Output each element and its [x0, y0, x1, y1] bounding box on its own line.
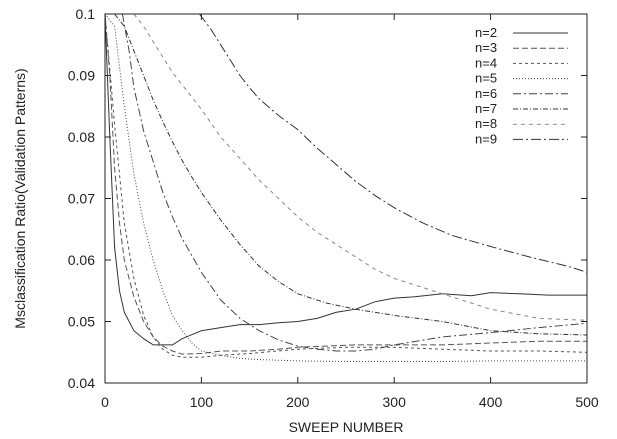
legend-label: n=8: [475, 116, 497, 131]
series-line-7: [133, 14, 587, 321]
legend-label: n=4: [475, 55, 497, 70]
legend-label: n=7: [475, 101, 497, 116]
x-tick-label: 200: [286, 394, 310, 410]
y-tick-label: 0.08: [68, 129, 95, 145]
series-line-5: [121, 14, 587, 352]
series-line-1: [105, 14, 587, 346]
plot-frame: [104, 13, 588, 384]
y-tick-label: 0.04: [68, 375, 95, 391]
legend-label: n=6: [475, 86, 497, 101]
series-line-8: [199, 14, 587, 273]
series-line-2: [105, 14, 587, 355]
y-tick-label: 0.06: [68, 252, 95, 268]
y-axis-title: Msclassification Ratio(Validation Patter…: [12, 68, 28, 328]
x-tick-label: 100: [190, 394, 214, 410]
x-axis-title: SWEEP NUMBER: [289, 419, 404, 435]
x-tick-label: 400: [479, 394, 503, 410]
y-tick-label: 0.1: [76, 6, 96, 22]
y-tick-label: 0.09: [68, 68, 95, 84]
legend-label: n=2: [475, 25, 497, 40]
y-tick-label: 0.05: [68, 314, 95, 330]
series-layer: [105, 14, 587, 362]
series-line-4: [105, 14, 587, 362]
legend-label: n=3: [475, 40, 497, 55]
x-tick-label: 300: [383, 394, 407, 410]
tick-layer: 0 100 200 300 400 500 0.04 0.05 0.06 0.07 0.08 0.09…: [68, 6, 599, 410]
x-tick-label: 0: [101, 394, 109, 410]
x-tick-label: 500: [575, 394, 599, 410]
legend-label: n=9: [475, 131, 497, 146]
y-tick-label: 0.07: [68, 191, 95, 207]
legend-label: n=5: [475, 71, 497, 86]
legend: n=2n=3n=4n=5n=6n=7n=8n=9: [475, 25, 568, 146]
series-line-6: [114, 14, 587, 336]
series-line-3: [105, 14, 587, 358]
